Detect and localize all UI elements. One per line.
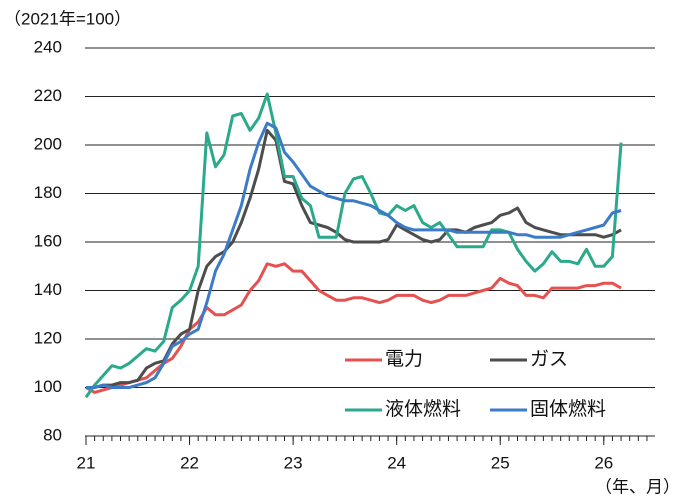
y-tick-label: 140 <box>34 280 62 299</box>
y-tick-label: 240 <box>34 37 62 56</box>
x-tick-label: 23 <box>284 453 303 472</box>
legend-label: ガス <box>530 348 568 370</box>
y-tick-label: 220 <box>34 86 62 105</box>
x-tick-label: 25 <box>491 453 510 472</box>
series-line <box>85 262 622 394</box>
legend-label: 固体燃料 <box>530 398 606 420</box>
x-tick-label: 22 <box>180 453 199 472</box>
series-line <box>86 128 622 389</box>
series-line <box>86 121 622 389</box>
x-axis-label: （年、月） <box>595 477 680 496</box>
x-tick-label: 21 <box>77 453 96 472</box>
x-tick-label: 24 <box>387 453 406 472</box>
y-tick-label: 120 <box>34 328 62 347</box>
legend-label: 電力 <box>385 348 423 370</box>
x-tick-label: 26 <box>594 453 613 472</box>
series-line <box>84 92 623 399</box>
y-unit-label: （2021年=100） <box>4 9 131 28</box>
y-tick-label: 80 <box>43 425 62 444</box>
y-tick-label: 160 <box>34 231 62 250</box>
y-tick-label: 100 <box>34 377 62 396</box>
y-tick-label: 200 <box>34 134 62 153</box>
y-tick-label: 180 <box>34 183 62 202</box>
legend-label: 液体燃料 <box>385 398 461 420</box>
